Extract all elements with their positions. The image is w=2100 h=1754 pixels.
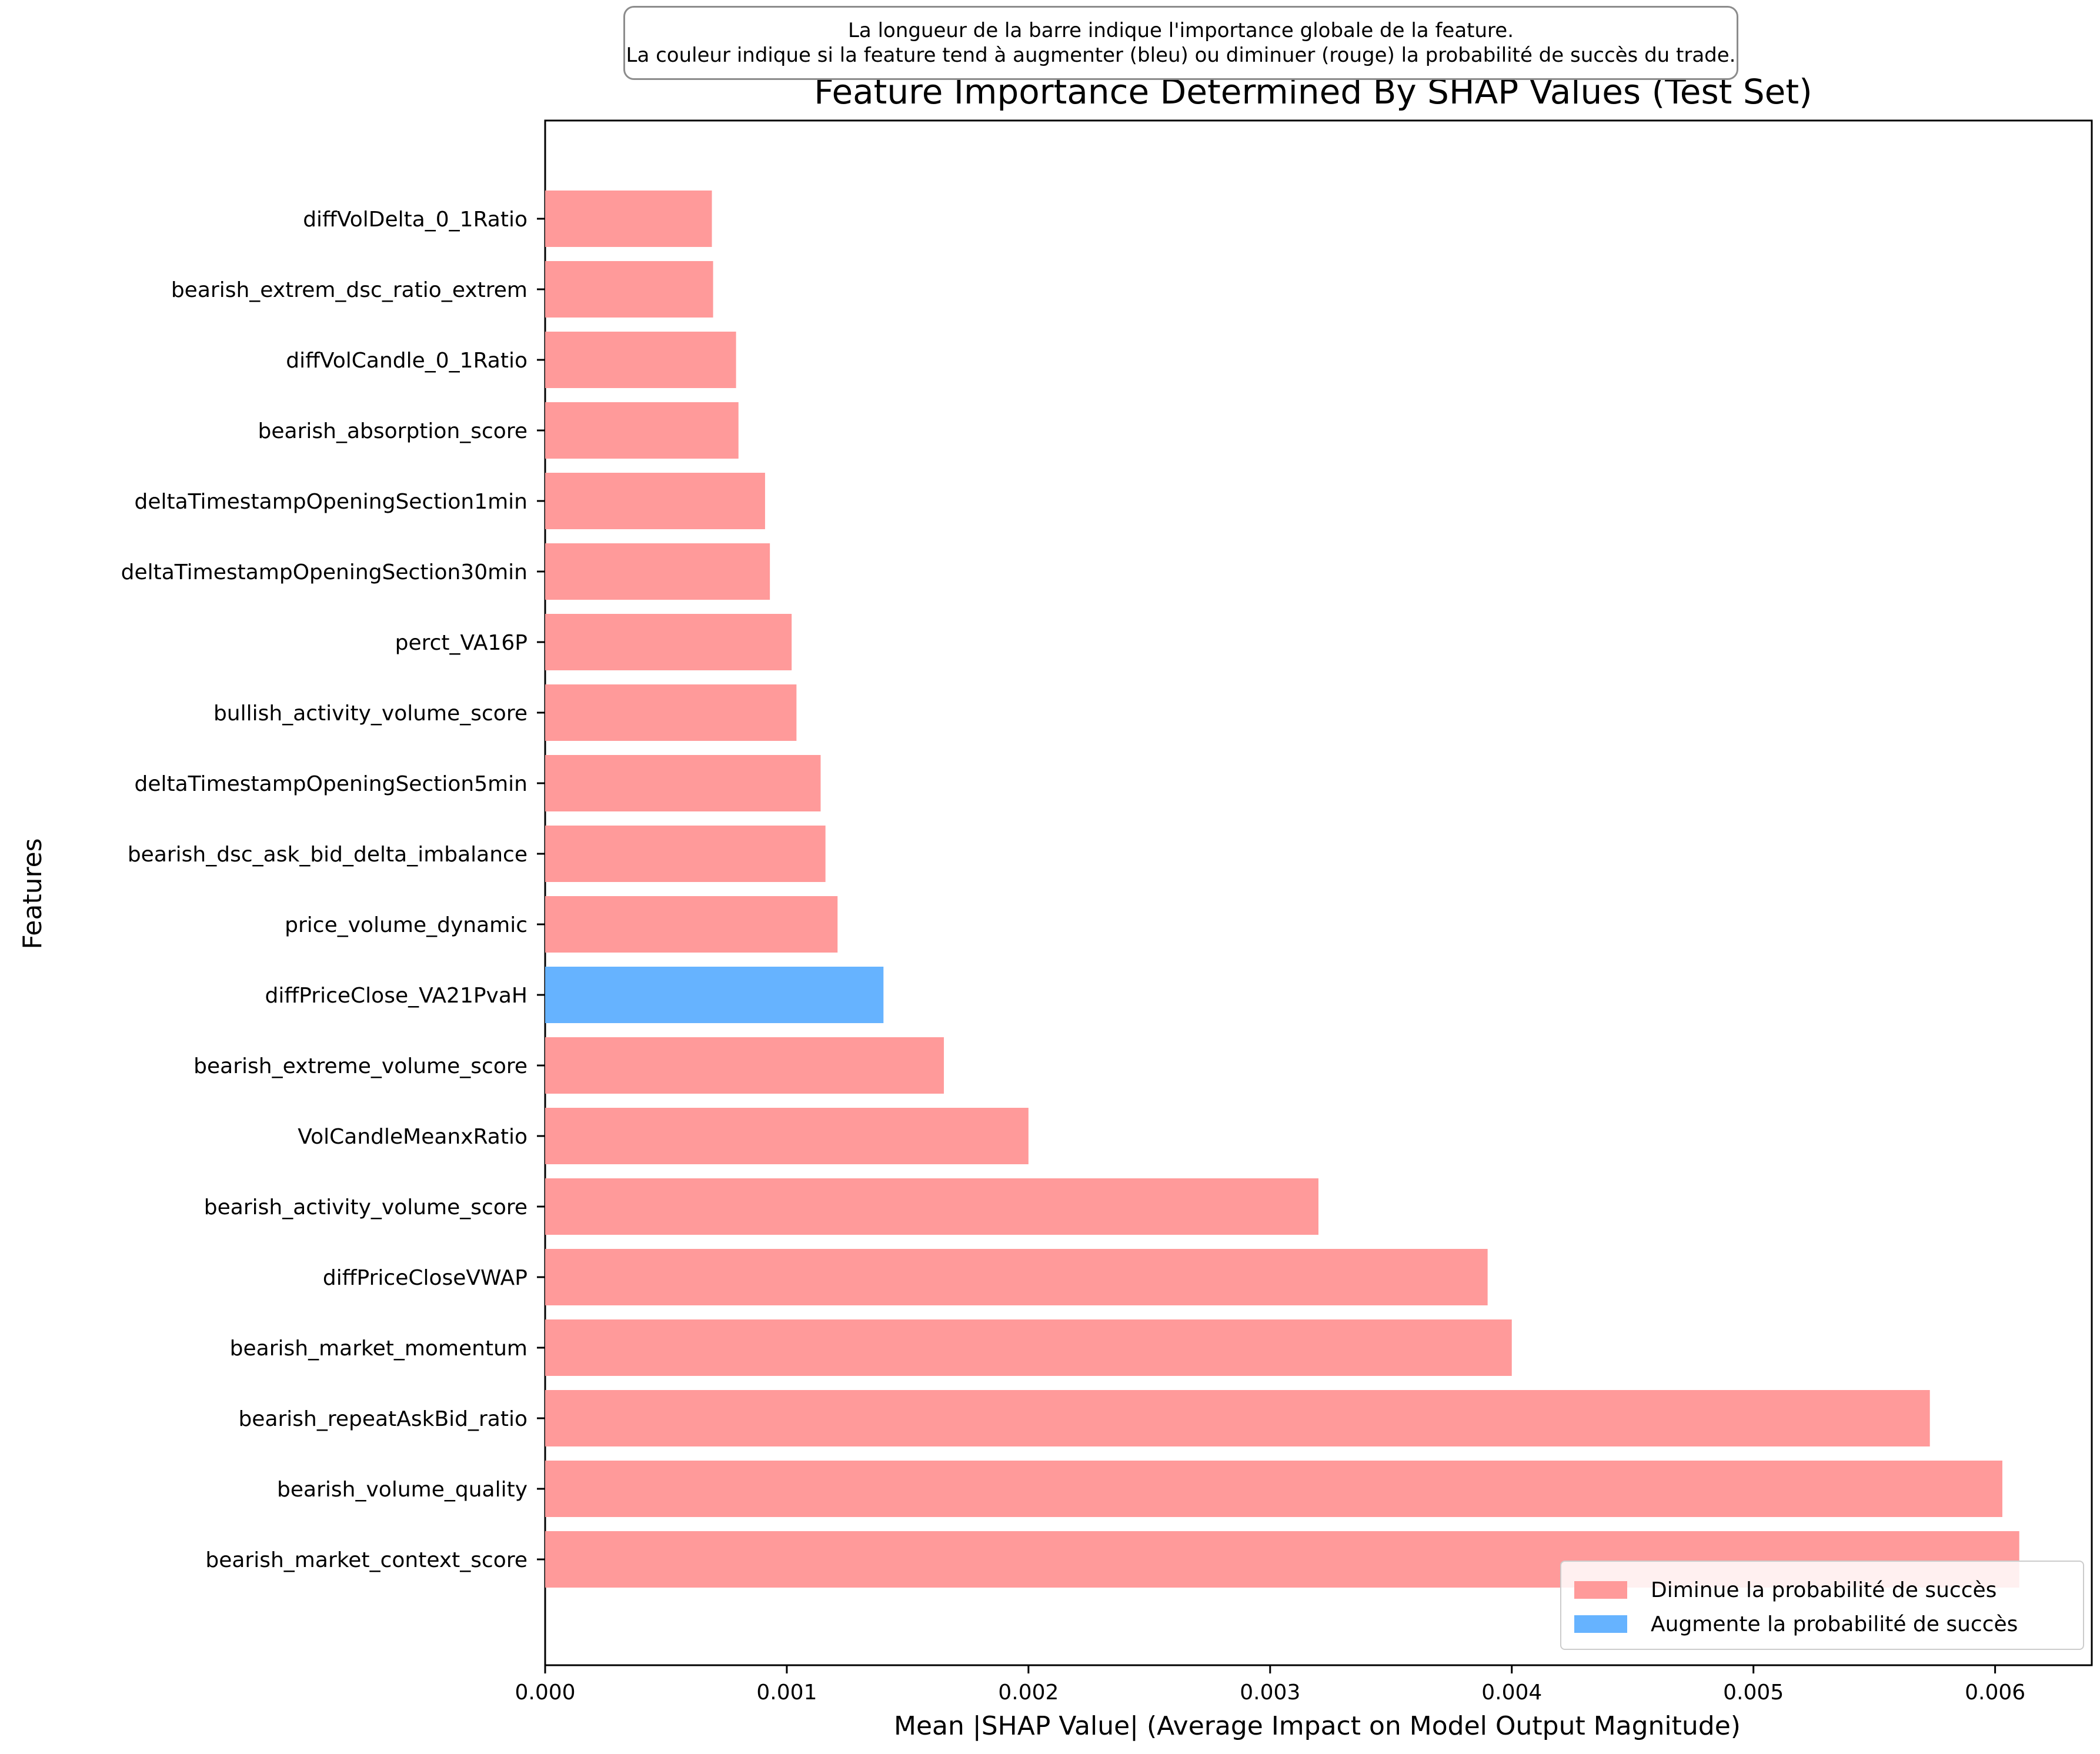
y-tick-label-16: bearish_market_momentum [230, 1337, 527, 1361]
legend-item-increase: Augmente la probabilité de succès [1574, 1612, 2018, 1636]
x-tick-label-1: 0.001 [756, 1681, 817, 1705]
x-tick-label-6: 0.006 [1965, 1681, 2025, 1705]
bar-12 [545, 1037, 944, 1094]
y-tick-label-9: bearish_dsc_ask_bid_delta_imbalance [128, 843, 527, 867]
annotation-box: La longueur de la barre indique l'import… [623, 6, 1738, 80]
y-tick-label-5: deltaTimestampOpeningSection30min [121, 560, 527, 584]
y-tick-label-10: price_volume_dynamic [285, 913, 527, 937]
bar-14 [545, 1178, 1318, 1235]
y-tick-label-8: deltaTimestampOpeningSection5min [135, 772, 528, 796]
x-axis-label: Mean |SHAP Value| (Average Impact on Mod… [894, 1711, 1741, 1741]
y-tick-label-13: VolCandleMeanxRatio [298, 1125, 527, 1149]
x-tick-label-0: 0.000 [515, 1681, 575, 1705]
bar-10 [545, 896, 838, 953]
y-tick-label-4: deltaTimestampOpeningSection1min [135, 490, 528, 514]
y-tick-label-7: bullish_activity_volume_score [213, 701, 527, 726]
legend: Diminue la probabilité de succès Augment… [1560, 1561, 2084, 1650]
x-tick-label-3: 0.003 [1240, 1681, 1300, 1705]
annotation-line-2: La couleur indique si la feature tend à … [626, 44, 1736, 67]
legend-swatch-increase [1574, 1615, 1627, 1633]
y-tick-label-0: diffVolDelta_0_1Ratio [303, 208, 527, 232]
bar-11 [545, 967, 884, 1023]
bar-4 [545, 473, 765, 529]
bar-6 [545, 614, 792, 670]
y-tick-label-6: perct_VA16P [395, 631, 527, 655]
bar-0 [545, 191, 712, 247]
x-tick-label-4: 0.004 [1481, 1681, 1542, 1705]
y-tick-label-11: diffPriceClose_VA21PvaH [265, 984, 527, 1008]
bar-8 [545, 755, 821, 811]
legend-label-decrease: Diminue la probabilité de succès [1651, 1578, 1997, 1602]
x-tick-label-2: 0.002 [998, 1681, 1059, 1705]
y-tick-label-18: bearish_volume_quality [277, 1478, 527, 1502]
y-tick-label-19: bearish_market_context_score [205, 1548, 527, 1572]
x-tick-label-5: 0.005 [1723, 1681, 1784, 1705]
bar-18 [545, 1461, 2002, 1517]
y-tick-label-15: diffPriceCloseVWAP [323, 1266, 527, 1290]
legend-swatch-decrease [1574, 1581, 1627, 1599]
legend-label-increase: Augmente la probabilité de succès [1651, 1612, 2018, 1636]
bar-5 [545, 543, 770, 600]
bar-3 [545, 402, 739, 459]
bar-13 [545, 1108, 1029, 1164]
y-axis-label: Features [18, 838, 48, 949]
bar-1 [545, 261, 713, 318]
y-tick-label-3: bearish_absorption_score [258, 419, 527, 443]
y-tick-labels: diffVolDelta_0_1Ratio bearish_extrem_dsc_… [121, 208, 545, 1572]
bar-16 [545, 1319, 1512, 1376]
y-tick-label-2: diffVolCandle_0_1Ratio [286, 349, 527, 373]
bar-9 [545, 826, 826, 882]
bar-15 [545, 1249, 1488, 1305]
y-tick-label-17: bearish_repeatAskBid_ratio [238, 1407, 527, 1431]
y-tick-label-14: bearish_activity_volume_score [204, 1195, 527, 1220]
bar-7 [545, 684, 797, 741]
y-tick-label-12: bearish_extreme_volume_score [193, 1054, 527, 1078]
bar-17 [545, 1390, 1930, 1446]
y-tick-label-1: bearish_extrem_dsc_ratio_extrem [171, 278, 527, 302]
bar-group [545, 191, 2019, 1588]
bar-2 [545, 332, 736, 388]
x-ticks: 0.000 0.001 0.002 0.003 0.004 0.005 0.006 [515, 1665, 2025, 1705]
legend-item-decrease: Diminue la probabilité de succès [1574, 1578, 1996, 1602]
annotation-line-1: La longueur de la barre indique l'import… [847, 19, 1514, 42]
plot-frame [544, 119, 2093, 1666]
